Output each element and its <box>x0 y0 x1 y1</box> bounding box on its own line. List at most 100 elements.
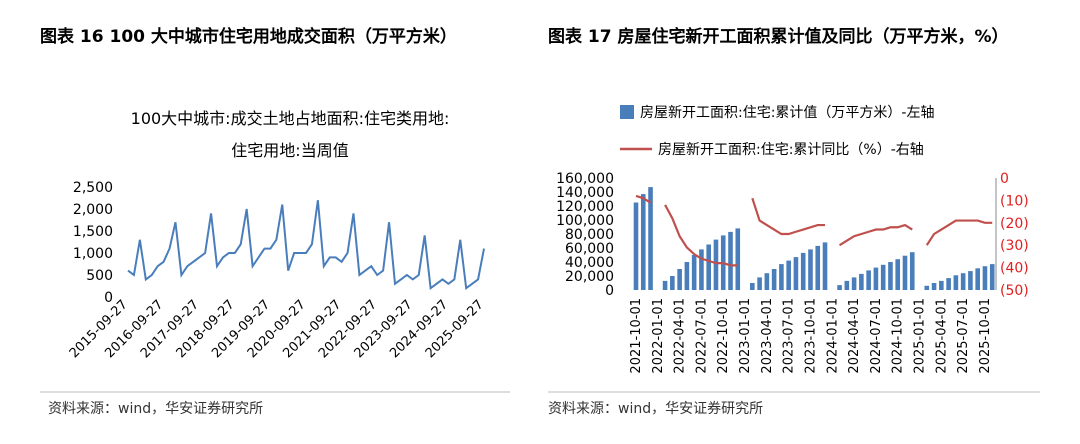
bar <box>793 257 799 290</box>
bar <box>633 202 639 290</box>
x-tick-label: 2024-01-01 <box>825 298 840 374</box>
y2-tick-label: (20) <box>1000 216 1029 232</box>
x-tick-label: 2022-10-01 <box>716 298 731 374</box>
x-tick-label: 2023-01-01 <box>738 298 753 374</box>
heading: 图表 17 房屋住宅新开工面积累计值及同比（万平方米，%） <box>548 27 1009 47</box>
series-line <box>127 200 485 291</box>
y-tick-label: 2,000 <box>73 202 113 218</box>
legend-label: 房屋新开工面积:住宅:累计值（万平方米）-左轴 <box>640 105 934 121</box>
bar <box>946 278 951 290</box>
bar <box>822 242 828 290</box>
bar <box>939 280 944 290</box>
bar <box>859 273 864 290</box>
bar <box>786 260 791 290</box>
series-line <box>838 223 913 247</box>
x-tick-label: 2023-04-01 <box>760 298 775 374</box>
x-tick-label: 2022-07-01 <box>694 298 709 374</box>
y-tick-label: 0 <box>605 283 614 299</box>
legend-label: 房屋新开工面积:住宅:累计同比（%）-右轴 <box>658 142 924 158</box>
bar <box>989 264 995 290</box>
x-tick-label: 2023-10-01 <box>803 298 818 374</box>
bar <box>815 245 821 290</box>
bar <box>699 249 704 290</box>
y2-tick-label: (30) <box>1000 238 1029 254</box>
bar <box>895 259 901 290</box>
y-tick-label: 60,000 <box>565 241 614 257</box>
x-tick-label: 2022-01-01 <box>651 298 666 374</box>
heading: 图表 16 100 大中城市住宅用地成交面积（万平方米） <box>40 27 457 47</box>
y2-tick-label: (50) <box>1000 283 1029 299</box>
bar <box>640 194 646 290</box>
bar <box>728 231 733 290</box>
bar <box>735 228 741 290</box>
legend-swatch <box>620 105 634 119</box>
x-tick-label: 2024-07-01 <box>869 298 884 374</box>
bar <box>684 262 690 290</box>
y2-tick-label: 0 <box>1000 171 1009 187</box>
y-tick-label: 0 <box>104 290 113 306</box>
x-tick-label: 2025-01-01 <box>913 298 928 374</box>
y-tick-label: 2,500 <box>73 180 113 196</box>
x-tick-label: 2025-07-01 <box>956 298 971 374</box>
y-tick-label: 20,000 <box>565 269 614 285</box>
y-tick-label: 160,000 <box>556 171 614 187</box>
y-tick-label: 1,000 <box>73 246 113 262</box>
bar <box>909 252 915 290</box>
x-tick-label: 2022-04-01 <box>673 298 688 374</box>
x-tick-label: 2024-04-01 <box>847 298 862 374</box>
y-tick-label: 1,500 <box>73 224 113 240</box>
bar <box>779 264 784 290</box>
bar <box>844 280 850 290</box>
y-tick-label: 500 <box>86 268 113 284</box>
chart-title: 100大中城市:成交土地占地面积:住宅类用地: <box>131 109 450 128</box>
series-line <box>751 197 826 236</box>
series-line <box>635 194 652 204</box>
bar <box>662 280 668 290</box>
bar <box>888 262 893 290</box>
bar <box>757 277 762 290</box>
bar <box>808 249 813 290</box>
bar <box>713 239 719 290</box>
bar <box>902 255 908 290</box>
bar <box>771 269 777 290</box>
bar <box>706 244 711 290</box>
y-tick-label: 80,000 <box>565 227 614 243</box>
y2-tick-label: (40) <box>1000 261 1029 277</box>
bar <box>953 275 959 290</box>
series-line <box>925 219 993 246</box>
chart-title: 住宅用地:当周值 <box>231 141 348 160</box>
bar <box>837 285 842 290</box>
bar <box>924 285 930 290</box>
bar <box>670 276 675 290</box>
x-tick-label: 2025-10-01 <box>978 298 993 374</box>
bar <box>866 270 871 290</box>
series-line <box>664 204 738 267</box>
y-tick-label: 100,000 <box>556 213 614 229</box>
x-tick-label: 2025-04-01 <box>934 298 949 374</box>
bar <box>931 283 937 290</box>
source: 资料来源：wind，华安证券研究所 <box>48 401 264 417</box>
bar <box>800 252 806 290</box>
bar <box>677 269 682 290</box>
y2-tick-label: (10) <box>1000 193 1029 209</box>
bar <box>691 255 697 290</box>
bar <box>851 277 857 290</box>
bar <box>880 264 886 290</box>
bar <box>873 267 879 290</box>
bar <box>750 283 755 290</box>
bar <box>764 273 770 290</box>
bar <box>968 271 973 290</box>
y-tick-label: 140,000 <box>556 185 614 201</box>
bar <box>648 187 653 290</box>
x-tick-label: 2024-10-01 <box>891 298 906 374</box>
y-tick-label: 120,000 <box>556 199 614 215</box>
bar <box>960 273 966 290</box>
y-tick-label: 40,000 <box>565 255 614 271</box>
x-tick-label: 2021-10-01 <box>629 298 644 374</box>
bar <box>975 268 980 290</box>
source: 资料来源：wind，华安证券研究所 <box>548 401 764 417</box>
bar <box>982 266 988 290</box>
x-tick-label: 2023-07-01 <box>782 298 797 374</box>
